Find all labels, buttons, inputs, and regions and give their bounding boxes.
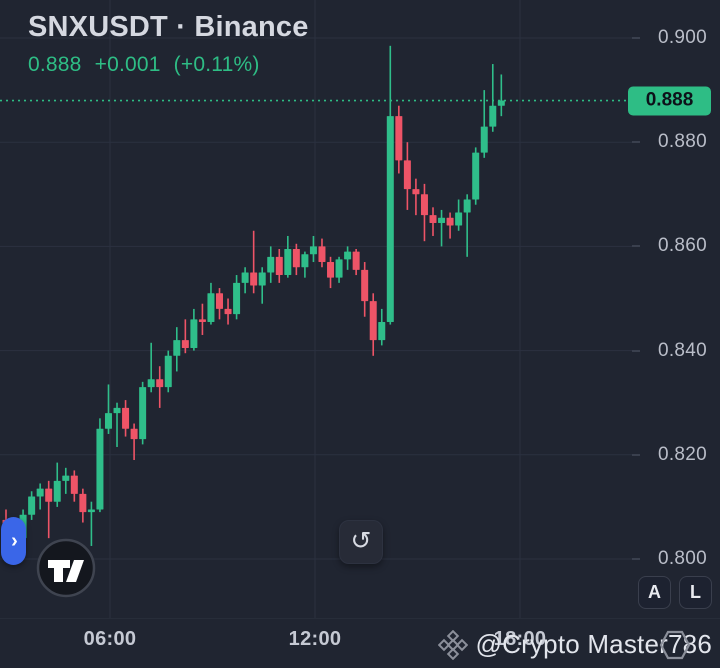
time-axis-label: 06:00 [83, 628, 137, 650]
auto-scale-label: A [648, 582, 661, 602]
refresh-button[interactable]: ↺ [339, 520, 383, 564]
price-axis-label: 0.900 [657, 27, 707, 48]
price-axis-label: 0.820 [657, 443, 707, 465]
time-axis-label: 12:00 [288, 628, 342, 650]
candlestick-chart [0, 0, 632, 618]
tradingview-logo-button[interactable] [36, 538, 96, 598]
price-axis-tick [632, 245, 640, 248]
price-axis-label: 0.860 [657, 235, 707, 257]
tradingview-logo-icon [36, 538, 96, 598]
price-axis-tick [632, 453, 640, 456]
log-scale-label: L [690, 582, 701, 602]
current-price-badge: 0.888 [628, 86, 711, 116]
price-axis-tick [632, 37, 640, 39]
chevron-right-icon: › [11, 530, 18, 552]
time-axis[interactable]: 06:00 12:00 18:00 [0, 618, 720, 668]
price-axis-tick [632, 141, 640, 144]
show-toolbar-button[interactable]: › [1, 517, 26, 565]
auto-scale-button[interactable]: A [638, 576, 671, 609]
chart-plot-area[interactable] [0, 0, 632, 618]
price-axis-label: 0.800 [657, 548, 707, 569]
price-axis-label: 0.880 [657, 131, 707, 153]
price-axis-tick [632, 349, 640, 352]
price-axis[interactable]: 0.888 0.900 0.880 0.860 0.840 0.820 0.800 [628, 0, 720, 618]
refresh-icon: ↺ [350, 526, 372, 555]
time-axis-label: 18:00 [493, 628, 547, 650]
log-scale-button[interactable]: L [679, 576, 712, 609]
price-axis-label: 0.840 [657, 339, 707, 361]
price-axis-tick [632, 558, 640, 560]
